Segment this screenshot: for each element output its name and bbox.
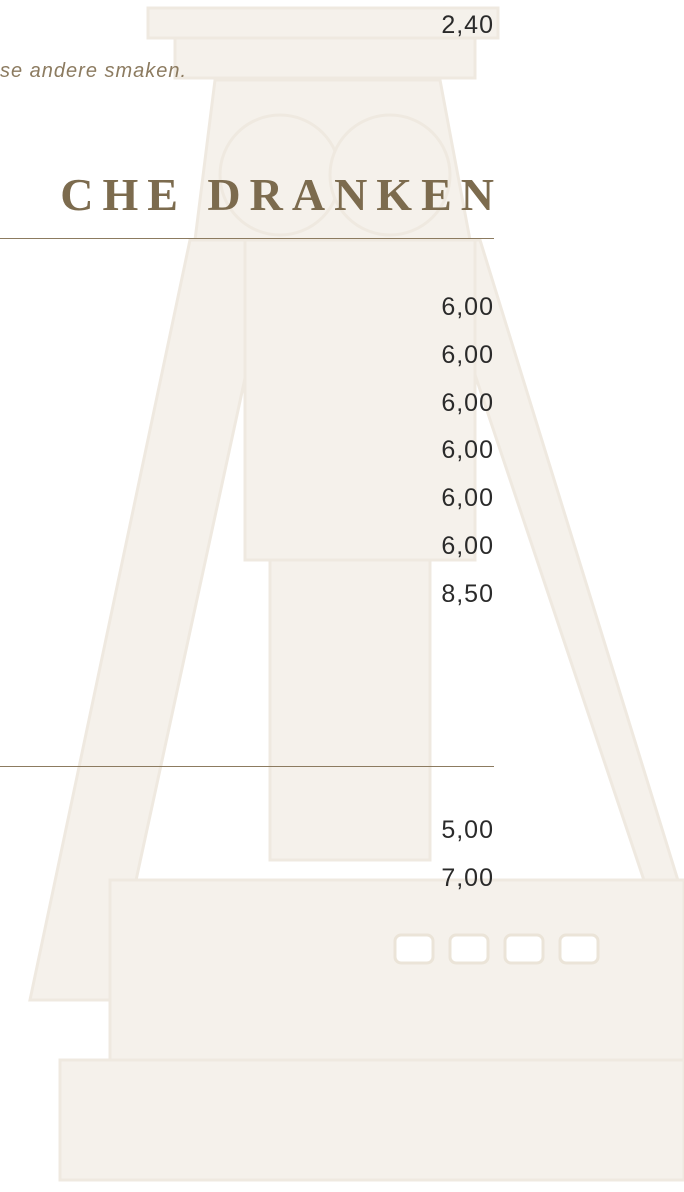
divider xyxy=(0,238,494,239)
price: 6,00 xyxy=(441,292,494,322)
divider xyxy=(0,766,494,767)
item-note: se andere smaken. xyxy=(0,60,187,83)
price: 6,00 xyxy=(441,388,494,418)
price: 2,40 xyxy=(441,10,494,40)
menu-page: 2,40 se andere smaken. CHE DRANKEN 6,00 6… xyxy=(0,0,684,1192)
price: 7,00 xyxy=(441,863,494,893)
price: 8,50 xyxy=(441,579,494,609)
price: 6,00 xyxy=(441,483,494,513)
price: 5,00 xyxy=(441,815,494,845)
price: 6,00 xyxy=(441,531,494,561)
price: 6,00 xyxy=(441,340,494,370)
section-title: CHE DRANKEN xyxy=(60,168,503,221)
price: 6,00 xyxy=(441,435,494,465)
